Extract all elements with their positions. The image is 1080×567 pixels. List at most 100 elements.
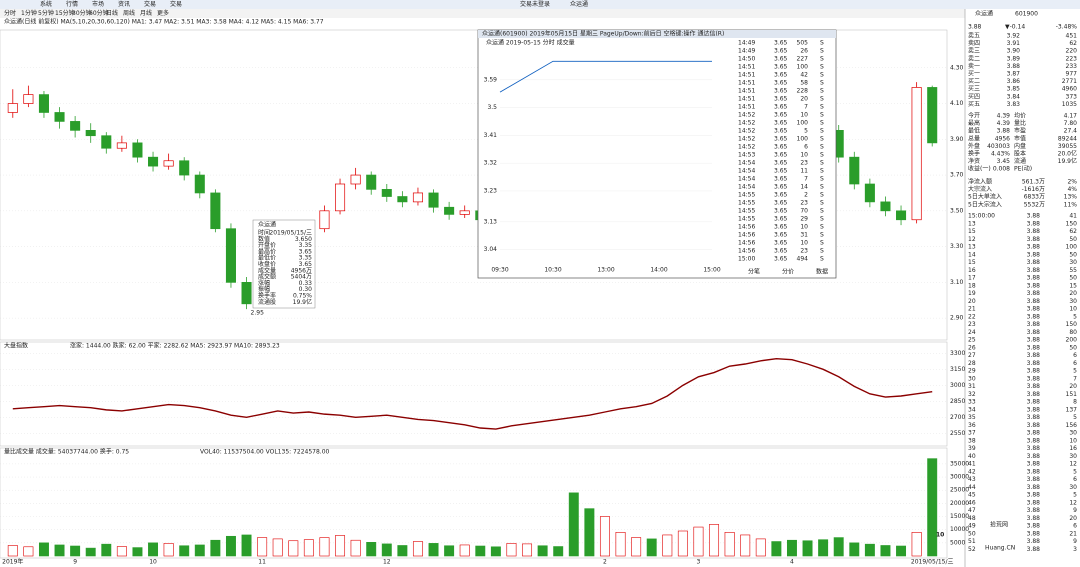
volume-bar: [116, 546, 127, 557]
menu-item[interactable]: 交易: [170, 0, 182, 8]
trade-cell: 3.88: [1027, 375, 1041, 382]
tick-cell: 3.65: [774, 48, 788, 55]
tick-cell: 14:56: [738, 232, 755, 239]
flow-cell: 11%: [1064, 201, 1078, 208]
x-tick-label: 9: [73, 559, 77, 566]
trade-cell: 3.88: [1027, 275, 1041, 282]
trade-cell: 25: [968, 337, 976, 344]
period-button[interactable]: 分时: [4, 9, 16, 17]
tick-cell: 14:50: [738, 56, 755, 63]
volume-bar: [568, 492, 579, 557]
menu-item[interactable]: 行情: [66, 0, 78, 8]
volume-bar: [506, 543, 517, 557]
trade-cell: 3.88: [1027, 530, 1041, 537]
volume-bar: [475, 545, 486, 557]
stat-cell: 3.45: [997, 158, 1011, 165]
trade-cell: 42: [968, 468, 976, 475]
info-value: 3.35: [299, 255, 313, 262]
volume-bar: [677, 530, 688, 557]
period-button[interactable]: 5分钟: [38, 9, 54, 17]
menu-item[interactable]: 市场: [92, 0, 104, 8]
tick-cell: 3.65: [774, 208, 788, 215]
candle-body: [319, 210, 330, 230]
trade-cell: 3.88: [1027, 538, 1041, 545]
trade-cell: 22: [968, 313, 976, 320]
tick-tab[interactable]: 分笔: [748, 268, 760, 276]
volume-bar: [179, 545, 190, 557]
candle-body: [163, 160, 174, 167]
y-tick-label: 2850: [950, 398, 965, 405]
volume-bar: [272, 538, 283, 557]
tick-cell: S: [820, 56, 824, 63]
trade-cell: 3.88: [1027, 399, 1041, 406]
menu-item[interactable]: 资讯: [118, 0, 130, 8]
tick-cell: 3.65: [774, 192, 788, 199]
stat-cell: 市盈: [1014, 127, 1026, 135]
tick-cell: 70: [800, 208, 808, 215]
tick-cell: 23: [800, 200, 808, 207]
tick-cell: 42: [800, 72, 808, 79]
trade-cell: 52: [968, 546, 976, 553]
tick-cell: 14:56: [738, 248, 755, 255]
volume-bar: [412, 541, 423, 557]
period-button[interactable]: 60分钟: [89, 9, 109, 17]
tick-cell: S: [820, 120, 824, 127]
book-price: 3.90: [1007, 48, 1021, 55]
stat-cell: 外盘: [968, 142, 980, 150]
volume-bar: [23, 546, 34, 557]
tick-cell: 3.65: [774, 80, 788, 87]
tick-cell: 228: [797, 88, 809, 95]
tick-cell: S: [820, 248, 824, 255]
volume-bar: [54, 544, 65, 557]
tick-cell: 3.65: [774, 240, 788, 247]
tick-tab[interactable]: 数据: [816, 268, 828, 276]
info-label: 振幅: [258, 285, 270, 293]
period-button[interactable]: 更多: [157, 9, 169, 17]
tick-tab[interactable]: 分价: [782, 268, 794, 276]
trade-cell: 137: [1066, 406, 1078, 413]
candle-body: [38, 94, 49, 113]
flow-cell: 5日大单流入: [968, 193, 1002, 201]
flow-cell: 5日大宗流入: [968, 200, 1002, 208]
volume-bar: [818, 539, 829, 557]
volume-bar: [880, 545, 891, 557]
tick-cell: 3.65: [774, 64, 788, 71]
volume-bar: [755, 538, 766, 557]
period-button[interactable]: 15分钟: [55, 9, 75, 17]
candle-body: [210, 192, 221, 230]
book-price: 3.84: [1007, 93, 1021, 100]
period-button[interactable]: 周线: [123, 9, 135, 17]
tick-cell: 14:55: [738, 216, 755, 223]
trade-cell: 3.88: [1027, 461, 1041, 468]
period-button[interactable]: 日线: [106, 9, 118, 17]
volume-bar: [646, 538, 657, 557]
tick-cell: 3.65: [774, 168, 788, 175]
stat-cell: 20.0亿: [1058, 150, 1077, 158]
stat-cell: 量比: [1014, 119, 1026, 127]
y-tick-label: 3.32: [484, 160, 498, 167]
menu-item[interactable]: 系统: [40, 0, 52, 8]
info-value: 19.9亿: [293, 298, 312, 306]
candle-body: [132, 142, 143, 158]
top-stock-name: 众运通: [570, 0, 588, 8]
menu-item[interactable]: 交易: [144, 0, 156, 8]
volume-bar: [163, 543, 174, 557]
period-button[interactable]: 30分钟: [72, 9, 92, 17]
stat-cell: 内盘: [1014, 142, 1026, 150]
trade-cell: 36: [968, 422, 976, 429]
info-label: 成交量: [258, 266, 276, 274]
volume-bar: [444, 545, 455, 557]
tick-cell: S: [820, 176, 824, 183]
period-button[interactable]: 月线: [140, 9, 152, 17]
book-volume: 2771: [1062, 78, 1077, 85]
candle-body: [927, 87, 938, 144]
period-button[interactable]: 1分钟: [21, 9, 37, 17]
tick-cell: S: [820, 200, 824, 207]
tick-cell: S: [820, 184, 824, 191]
volume-bar: [927, 458, 938, 557]
book-volume: 373: [1066, 93, 1078, 100]
tick-cell: 3.65: [774, 256, 788, 263]
trade-cell: 10: [1069, 306, 1077, 313]
x-tick-label: 10:30: [544, 267, 561, 274]
y-tick-label: 2550: [950, 430, 965, 437]
